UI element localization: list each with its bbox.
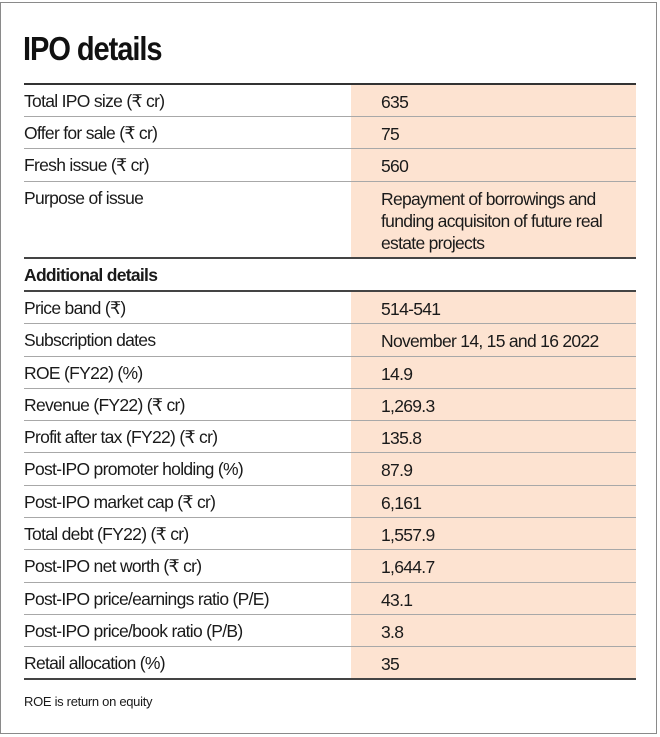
row-label: Purpose of issue xyxy=(24,188,144,208)
row-label: Total debt (FY22) (₹ cr) xyxy=(24,524,189,545)
footnote: ROE is return on equity xyxy=(24,694,153,709)
table-row: Post-IPO price/earnings ratio (P/E) 43.1 xyxy=(24,582,636,615)
row-label: Post-IPO market cap (₹ cr) xyxy=(24,491,216,512)
row-label: Total IPO size (₹ cr) xyxy=(24,91,165,111)
row-label: Post-IPO promoter holding (%) xyxy=(24,459,244,480)
row-label: Post-IPO price/book ratio (P/B) xyxy=(24,620,243,641)
table-row: Fresh issue (₹ cr) 560 xyxy=(24,149,636,182)
row-label: Revenue (FY22) (₹ cr) xyxy=(24,394,185,415)
table-row: Profit after tax (FY22) (₹ cr) 135.8 xyxy=(24,421,636,454)
row-value: 1,557.9 xyxy=(351,518,636,550)
row-value: 14.9 xyxy=(351,356,636,388)
table-row: Purpose of issue Repayment of borrowings… xyxy=(24,182,636,259)
table-row: Post-IPO promoter holding (%) 87.9 xyxy=(24,453,636,486)
table-row: Post-IPO market cap (₹ cr) 6,161 xyxy=(24,485,636,519)
table-row: Price band (₹) 514-541 xyxy=(24,292,636,325)
row-label: Profit after tax (FY22) (₹ cr) xyxy=(24,427,218,448)
row-value: 1,644.7 xyxy=(351,550,636,582)
row-value: 6,161 xyxy=(351,485,636,518)
row-value: 135.8 xyxy=(351,421,636,453)
row-value: 560 xyxy=(351,149,636,181)
row-label: Subscription dates xyxy=(24,330,156,351)
row-value: 75 xyxy=(351,117,636,148)
row-label: Offer for sale (₹ cr) xyxy=(24,123,158,143)
row-value: Repayment of borrowings and funding acqu… xyxy=(351,182,636,257)
row-label: Post-IPO net worth (₹ cr) xyxy=(24,556,202,577)
row-label: ROE (FY22) (%) xyxy=(24,362,143,383)
table-row: Post-IPO net worth (₹ cr) 1,644.7 xyxy=(24,550,636,583)
row-value: 1,269.3 xyxy=(351,388,636,421)
row-value: 35 xyxy=(351,647,636,678)
table-row: Revenue (FY22) (₹ cr) 1,269.3 xyxy=(24,388,636,422)
table-row: Subscription dates November 14, 15 and 16… xyxy=(24,324,636,357)
row-label: Retail allocation (%) xyxy=(24,653,166,674)
table-row: Total debt (FY22) (₹ cr) 1,557.9 xyxy=(24,518,636,551)
row-value: 3.8 xyxy=(351,614,636,647)
row-label: Post-IPO price/earnings ratio (P/E) xyxy=(24,588,270,609)
row-value: 87.9 xyxy=(351,453,636,485)
table-row: Offer for sale (₹ cr) 75 xyxy=(24,117,636,149)
row-label: Price band (₹) xyxy=(24,298,126,318)
table-row: Post-IPO price/book ratio (P/B) 3.8 xyxy=(24,614,636,648)
table-row: Total IPO size (₹ cr) 635 xyxy=(24,85,636,117)
row-label: Fresh issue (₹ cr) xyxy=(24,155,150,175)
row-value: 635 xyxy=(351,85,636,116)
table-row: ROE (FY22) (%) 14.9 xyxy=(24,356,636,389)
section-heading: Additional details xyxy=(24,259,636,292)
ipo-details-table: Total IPO size (₹ cr) 635 Offer for sale… xyxy=(24,83,636,680)
table-row: Retail allocation (%) 35 xyxy=(24,647,636,680)
row-value: 514-541 xyxy=(351,292,636,324)
row-value: November 14, 15 and 16 2022 xyxy=(351,324,636,356)
page-title: IPO details xyxy=(23,30,163,67)
row-value: 43.1 xyxy=(351,582,636,614)
